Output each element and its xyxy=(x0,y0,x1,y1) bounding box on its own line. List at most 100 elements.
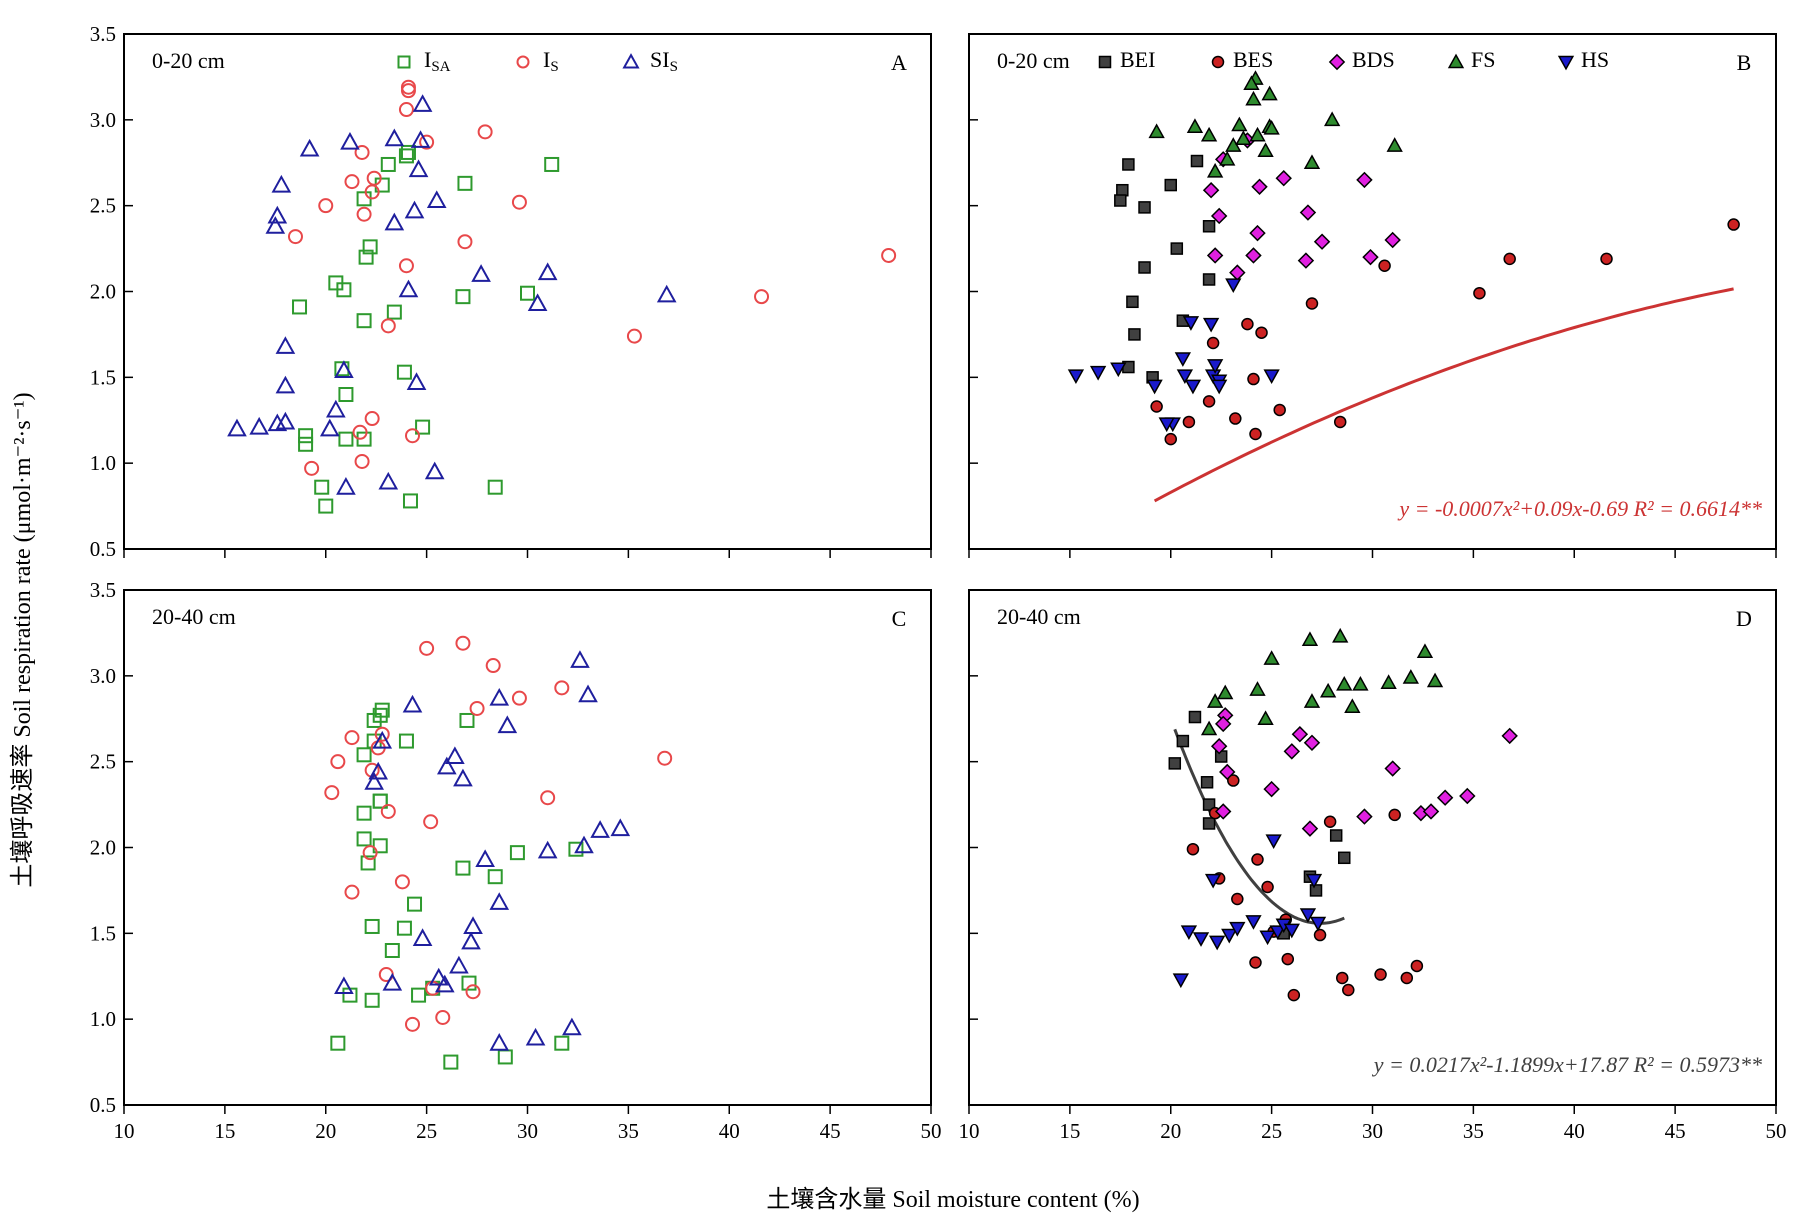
data-point xyxy=(318,498,334,514)
data-point xyxy=(1128,328,1141,341)
data-point xyxy=(1503,252,1516,266)
data-point xyxy=(1225,278,1242,294)
y-tick-label: 0.5 xyxy=(90,537,116,561)
series-bei xyxy=(1168,710,1351,940)
data-point xyxy=(461,975,477,991)
data-point xyxy=(412,94,433,112)
series-bei xyxy=(1114,154,1216,384)
data-point xyxy=(455,289,471,305)
data-point xyxy=(372,793,388,809)
data-point xyxy=(1257,142,1274,157)
data-point xyxy=(1202,798,1216,811)
data-point xyxy=(578,684,598,703)
data-point xyxy=(1356,808,1373,825)
data-point xyxy=(1388,808,1401,822)
data-point xyxy=(318,198,334,214)
legend-label-main: I xyxy=(424,47,431,72)
data-point xyxy=(1265,834,1282,850)
data-point xyxy=(1313,928,1327,942)
data-point xyxy=(304,460,320,476)
data-point xyxy=(1176,734,1190,748)
data-point xyxy=(1182,415,1196,429)
data-point xyxy=(1400,971,1414,985)
data-point xyxy=(419,134,435,150)
series-fs xyxy=(1148,70,1403,178)
data-point xyxy=(1259,930,1276,946)
data-point xyxy=(1221,928,1238,944)
data-point xyxy=(398,102,414,118)
data-point xyxy=(384,943,400,958)
series-hs xyxy=(1172,834,1327,989)
panel-letter: A xyxy=(891,50,907,75)
data-point xyxy=(372,838,388,854)
data-point xyxy=(1309,916,1327,932)
data-point xyxy=(319,418,340,437)
data-point xyxy=(461,931,481,950)
data-point xyxy=(1182,316,1200,331)
data-point xyxy=(590,820,610,838)
x-tick-label: 10 xyxy=(114,1119,135,1143)
data-point xyxy=(1200,720,1218,736)
data-point xyxy=(408,159,429,178)
data-point xyxy=(1473,286,1486,300)
y-tick-label: 3.5 xyxy=(90,578,116,602)
series-is xyxy=(287,79,897,476)
data-point xyxy=(610,818,631,837)
data-point xyxy=(1336,675,1353,691)
data-point xyxy=(1283,743,1301,760)
data-point xyxy=(1214,803,1232,820)
data-point xyxy=(1114,194,1127,207)
legend-label-fs: FS xyxy=(1471,47,1495,72)
data-point xyxy=(435,1009,451,1025)
data-point xyxy=(405,1016,421,1032)
data-point xyxy=(1229,921,1246,937)
data-point xyxy=(1206,359,1224,374)
data-point xyxy=(1110,362,1127,378)
data-point xyxy=(1283,923,1300,939)
data-point xyxy=(1206,162,1224,178)
data-point xyxy=(364,772,384,790)
data-point xyxy=(292,299,308,315)
data-point xyxy=(1206,336,1220,350)
data-point xyxy=(1202,273,1216,286)
y-tick-label: 2.5 xyxy=(90,750,116,774)
data-point xyxy=(1386,137,1403,152)
data-point xyxy=(404,200,425,219)
data-point xyxy=(554,680,570,696)
data-point xyxy=(1204,873,1222,889)
data-point xyxy=(1356,171,1373,189)
data-point xyxy=(1436,789,1454,806)
x-tick-label: 45 xyxy=(820,1119,841,1143)
y-tick-label: 3.0 xyxy=(90,108,116,132)
data-point xyxy=(455,635,471,651)
data-point xyxy=(485,658,501,674)
data-point xyxy=(1200,776,1214,789)
legend-marker xyxy=(622,53,640,69)
data-point xyxy=(1301,631,1319,647)
legend-label-bes: BES xyxy=(1233,47,1273,72)
data-point xyxy=(497,715,518,734)
data-point xyxy=(360,855,376,871)
data-point xyxy=(1324,111,1341,127)
data-point xyxy=(402,694,423,713)
legend-label-isa: ISA xyxy=(424,47,451,75)
data-point xyxy=(1263,650,1280,665)
legend-marker xyxy=(1328,53,1346,71)
data-point xyxy=(354,453,370,469)
data-point xyxy=(374,702,390,718)
data-point xyxy=(1138,261,1151,274)
data-point xyxy=(338,431,354,447)
data-point xyxy=(1459,787,1476,805)
data-point xyxy=(364,918,380,934)
series-bds xyxy=(1202,132,1401,281)
data-point xyxy=(487,869,503,885)
data-point xyxy=(1352,675,1369,691)
data-point xyxy=(1291,725,1309,743)
y-tick-label: 0.5 xyxy=(90,1093,116,1117)
y-axis-title: 土壤呼吸速率 Soil respiration rate (μmol·m⁻²·s… xyxy=(9,392,36,887)
data-point xyxy=(574,835,594,854)
data-point xyxy=(1229,412,1242,425)
data-point xyxy=(1184,379,1202,395)
x-tick-label: 40 xyxy=(1564,1119,1585,1143)
